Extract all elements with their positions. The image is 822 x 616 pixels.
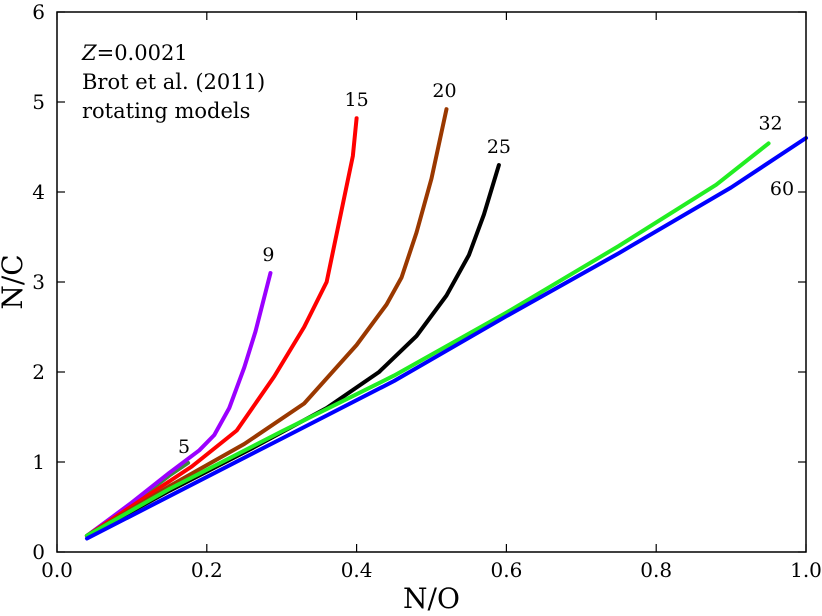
- curve-label-15: 15: [345, 89, 369, 111]
- y-tick-label: 6: [32, 0, 45, 24]
- annotation-box: Z=0.0021 Brot et al. (2011) rotating mod…: [81, 41, 265, 123]
- annotation-metallicity-value: =0.0021: [97, 41, 188, 65]
- curve-label-25: 25: [487, 136, 511, 158]
- series-line-15: [84, 116, 359, 538]
- curve-label-5: 5: [178, 436, 190, 458]
- curve-label-60: 60: [770, 178, 794, 200]
- annotation-reference: Brot et al. (2011): [82, 70, 265, 94]
- y-tick-label: 0: [32, 540, 45, 564]
- chart-curves: [84, 107, 808, 541]
- y-tick-label: 4: [32, 180, 45, 204]
- axis-ticks: 0.0 0.2 0.4 0.6 0.8 1.0 0 1 2 3 4 5 6: [32, 0, 822, 582]
- x-tick-label: 0.8: [640, 558, 672, 582]
- series-line-9: [84, 271, 273, 538]
- x-tick-label: 0.0: [41, 558, 73, 582]
- y-axis-label: N/C: [0, 254, 29, 309]
- y-tick-label: 2: [32, 360, 45, 384]
- x-tick-label: 0.2: [191, 558, 223, 582]
- x-axis-label: N/O: [403, 582, 460, 615]
- y-tick-label: 1: [32, 450, 45, 474]
- curve-label-20: 20: [432, 80, 456, 102]
- x-tick-label: 0.6: [490, 558, 522, 582]
- y-tick-label: 3: [32, 270, 45, 294]
- series-line-32: [84, 141, 771, 538]
- x-tick-label: 0.4: [341, 558, 373, 582]
- curve-label-9: 9: [262, 244, 274, 266]
- x-tick-label: 1.0: [790, 558, 822, 582]
- annotation-metallicity: Z=0.0021: [81, 41, 188, 65]
- annotation-model-type: rotating models: [82, 99, 250, 123]
- curve-label-32: 32: [758, 112, 782, 134]
- series-line-20: [84, 107, 449, 538]
- curve-labels: 5 9 15 20 25 32 60: [178, 80, 794, 458]
- annotation-metallicity-symbol: Z: [81, 41, 97, 65]
- series-line-60: [84, 136, 808, 541]
- y-tick-label: 5: [32, 90, 45, 114]
